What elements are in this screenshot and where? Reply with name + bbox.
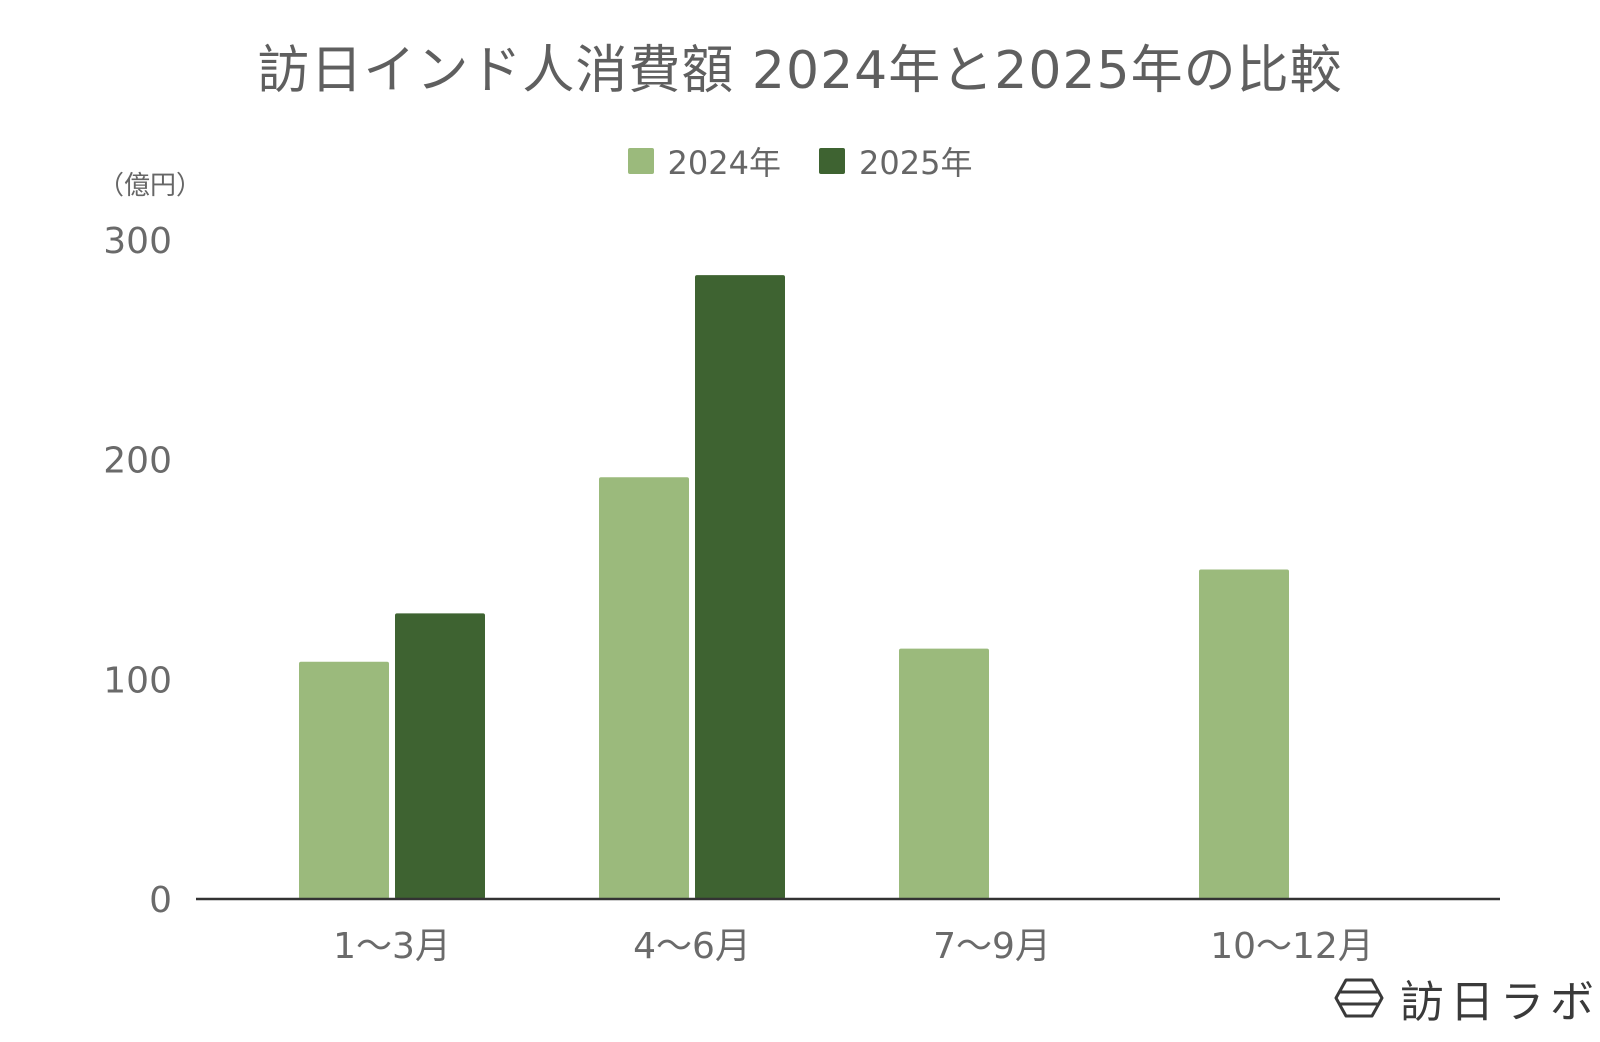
bar-2025-1 xyxy=(695,275,785,899)
legend-swatch-2024 xyxy=(627,148,654,174)
x-category-label: 7〜9月 xyxy=(933,926,1051,967)
y-tick-label: 200 xyxy=(103,441,172,482)
brand-logo: 訪日ラボ xyxy=(1334,966,1600,1030)
y-tick-label: 0 xyxy=(149,880,172,921)
y-tick-label: 100 xyxy=(103,660,172,701)
legend-swatch-2025 xyxy=(819,148,845,174)
bars xyxy=(299,275,1289,899)
legend-label-2024: 2024年 xyxy=(667,144,781,182)
chart-title: 訪日インド人消費額 2024年と2025年の比較 xyxy=(257,41,1343,101)
legend-item-2025: 2025年 xyxy=(819,138,972,184)
y-axis-unit-label: （億円） xyxy=(98,171,203,201)
bar-2024-1 xyxy=(599,477,689,899)
brand-name: 訪日ラボ xyxy=(1400,977,1600,1028)
bar-2025-0 xyxy=(395,613,485,899)
legend-item-2024: 2024年 xyxy=(627,138,781,184)
x-category-label: 1〜3月 xyxy=(333,926,451,967)
bar-2024-2 xyxy=(899,648,989,899)
bar-2024-3 xyxy=(1199,569,1289,899)
x-axis-labels: 1〜3月 4〜6月 7〜9月 10〜12月 xyxy=(333,926,1374,967)
x-category-label: 10〜12月 xyxy=(1210,926,1374,967)
y-tick-label: 300 xyxy=(103,221,172,262)
y-axis-ticks: 0 100 200 300 xyxy=(103,221,172,921)
x-category-label: 4〜6月 xyxy=(633,926,751,967)
legend-label-2025: 2025年 xyxy=(859,144,973,182)
bar-2024-0 xyxy=(299,661,389,899)
hexagon-logo-icon xyxy=(1334,978,1384,1018)
legend: 2024年 2025年 xyxy=(0,138,1600,184)
